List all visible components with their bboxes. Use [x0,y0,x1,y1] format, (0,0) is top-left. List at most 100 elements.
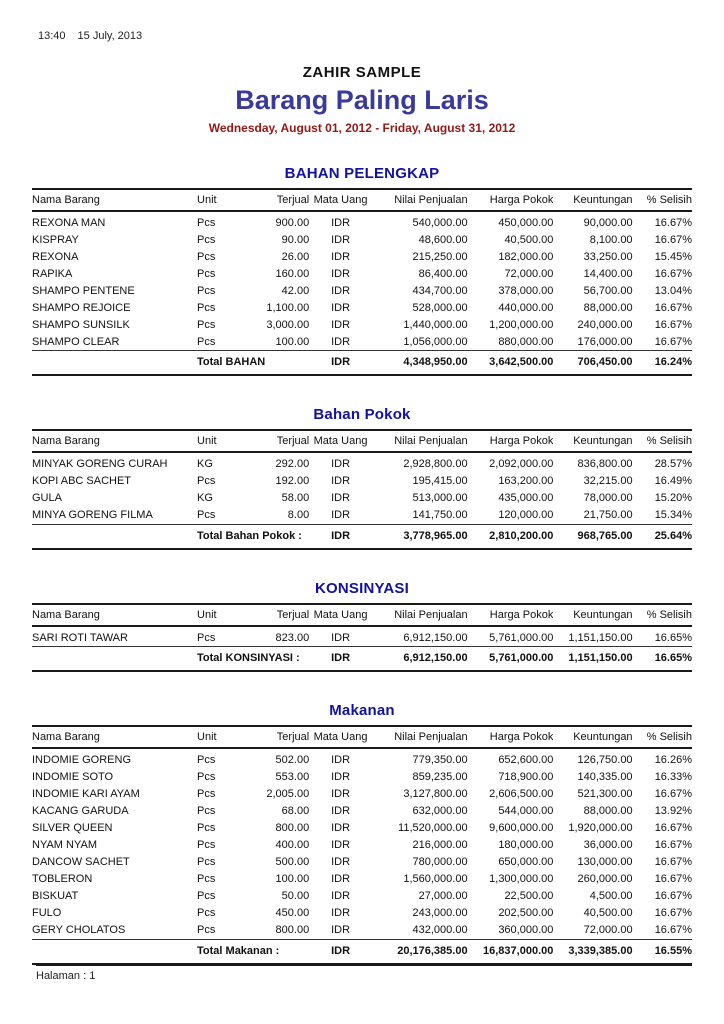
cell-nama-barang: KISPRAY [32,233,79,246]
table-total-row: Total BAHAN IDR 4,348,950.00 3,642,500.00 70… [32,350,692,376]
cell-nilai-penjualan: 3,127,800.00 [403,788,468,801]
cell-selisih: 16.67% [654,907,692,920]
cell-keuntungan: 72,000.00 [583,924,633,937]
cell-mata-uang: IDR [331,907,351,920]
cell-terjual: 292.00 [275,458,310,471]
cell-unit: Pcs [197,924,216,937]
cell-nama-barang: SHAMPO PENTENE [32,284,135,297]
total-spacer [32,350,198,376]
cell-terjual: 2,005.00 [266,788,310,801]
cell-nama-barang: MINYAK GORENG CURAH [32,458,168,471]
cell-unit: Pcs [197,216,216,229]
cell-harga-pokok: 544,000.00 [498,805,554,818]
cell-mata-uang: IDR [331,924,351,937]
cell-nilai-penjualan: 434,700.00 [412,284,468,297]
cell-nilai-penjualan: 1,056,000.00 [403,335,468,348]
cell-mata-uang: IDR [331,335,351,348]
total-selisih: 16.24% [632,350,692,376]
cell-nama-barang: MINYA GORENG FILMA [32,509,153,522]
total-selisih: 16.55% [632,938,692,964]
cell-selisih: 15.20% [654,492,692,505]
cell-selisih: 13.92% [654,805,692,818]
cell-mata-uang: IDR [331,250,351,263]
cell-harga-pokok: 5,761,000.00 [489,631,554,644]
cell-nama-barang: RAPIKA [32,267,73,280]
cell-unit: Pcs [197,509,216,522]
cell-unit: Pcs [197,301,216,314]
total-keuntungan: 1,151,150.00 [553,646,633,672]
table-header-row: Nama Barang Unit Terjual Mata Uang Nilai Pen… [32,188,692,212]
cell-unit: Pcs [197,771,216,784]
cell-selisih: 16.67% [654,856,692,869]
cell-harga-pokok: 1,200,000.00 [489,318,554,331]
cell-mata-uang: IDR [331,318,351,331]
cell-keuntungan: 260,000.00 [577,873,633,886]
section-title: BAHAN PELENGKAP [284,164,440,182]
cell-mata-uang: IDR [331,805,351,818]
cell-keuntungan: 140,335.00 [577,771,633,784]
cell-nama-barang: INDOMIE GORENG [32,754,132,767]
item-row: GERY CHOLATOS Pcs 800.00 IDR 432,000.00 360,0… [32,922,692,940]
column-header-unit: Unit [197,430,247,454]
cell-selisih: 16.67% [654,873,692,886]
cell-nama-barang: NYAM NYAM [32,839,97,852]
item-row: KISPRAY Pcs 90.00 IDR 48,600.00 40,500.00 8,10… [32,231,692,248]
cell-keuntungan: 88,000.00 [583,805,633,818]
cell-terjual: 450.00 [275,907,310,920]
cell-selisih: 15.45% [654,250,692,263]
column-header-mata-uang: Mata Uang [309,603,372,627]
cell-selisih: 16.26% [654,754,692,767]
column-header-terjual: Terjual [246,603,310,627]
cell-nama-barang: GULA [32,492,62,505]
cell-harga-pokok: 120,000.00 [498,509,554,522]
cell-unit: Pcs [197,335,216,348]
total-nilai-penjualan: 20,176,385.00 [371,938,468,964]
section-title: Makanan [329,702,395,720]
cell-terjual: 800.00 [275,924,310,937]
cell-harga-pokok: 650,000.00 [498,856,554,869]
cell-mata-uang: IDR [331,509,351,522]
cell-terjual: 8.00 [287,509,310,522]
cell-terjual: 500.00 [275,856,310,869]
item-row: SARI ROTI TAWAR Pcs 823.00 IDR 6,912,150.00 5… [32,626,692,647]
cell-keuntungan: 32,215.00 [583,475,633,488]
cell-nama-barang: BISKUAT [32,890,79,903]
cell-mata-uang: IDR [331,771,351,784]
cell-harga-pokok: 9,600,000.00 [489,822,554,835]
cell-keuntungan: 40,500.00 [583,907,633,920]
cell-terjual: 553.00 [275,771,310,784]
cell-terjual: 3,000.00 [266,318,310,331]
column-header-nama-barang: Nama Barang [32,188,198,212]
cell-unit: Pcs [197,890,216,903]
item-row: NYAM NYAM Pcs 400.00 IDR 216,000.00 180,000.0… [32,837,692,854]
cell-nama-barang: KOPI ABC SACHET [32,475,132,488]
cell-keuntungan: 240,000.00 [577,318,633,331]
cell-selisih: 16.67% [654,267,692,280]
column-header-selisih: % Selisih [632,188,692,212]
cell-nilai-penjualan: 141,750.00 [412,509,468,522]
report-section: BAHAN PELENGKAP Nama Barang Unit Terjual Ma… [32,165,692,377]
cell-nilai-penjualan: 11,520,000.00 [398,822,468,835]
cell-keuntungan: 176,000.00 [577,335,633,348]
column-header-harga-pokok: Harga Pokok [467,430,554,454]
cell-keuntungan: 8,100.00 [589,233,633,246]
column-header-mata-uang: Mata Uang [309,430,372,454]
total-mata-uang: IDR [309,938,372,964]
total-keuntungan: 968,765.00 [553,523,633,549]
table-total-row: Total Makanan : IDR 20,176,385.00 16,837,00… [32,938,692,964]
item-row: SHAMPO REJOICE Pcs 1,100.00 IDR 528,000.00 44… [32,299,692,316]
cell-keuntungan: 78,000.00 [583,492,633,505]
cell-nilai-penjualan: 48,600.00 [418,233,468,246]
column-header-keuntungan: Keuntungan [553,430,633,454]
report-section: Bahan Pokok Nama Barang Unit Terjual Mata U… [32,406,692,550]
cell-mata-uang: IDR [331,631,351,644]
cell-nama-barang: INDOMIE KARI AYAM [32,788,140,801]
cell-keuntungan: 836,800.00 [577,458,633,471]
total-mata-uang: IDR [309,646,372,672]
cell-mata-uang: IDR [331,839,351,852]
cell-selisih: 16.67% [654,233,692,246]
table-header-row: Nama Barang Unit Terjual Mata Uang Nilai Pen… [32,603,692,627]
column-header-selisih: % Selisih [632,726,692,750]
cell-keuntungan: 126,750.00 [577,754,633,767]
